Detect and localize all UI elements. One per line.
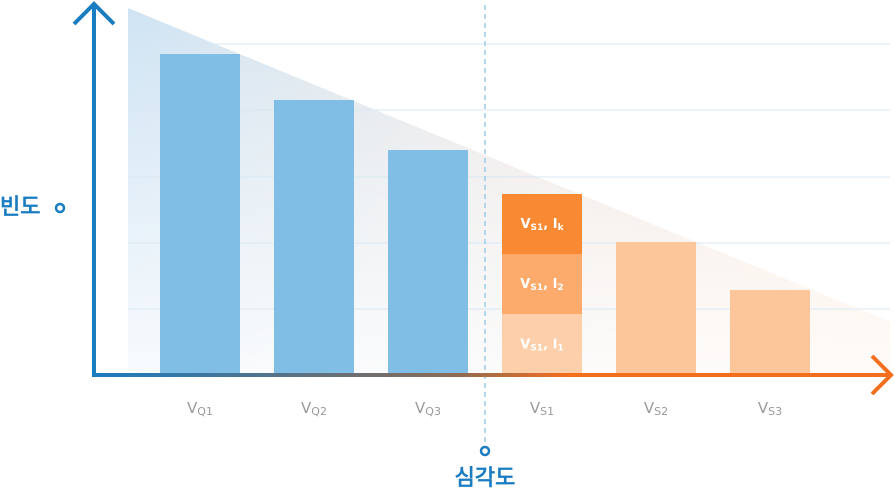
segment-label: VS1, I1 <box>520 337 563 353</box>
y-axis-label: 빈도 <box>0 195 40 220</box>
label-sub: S3 <box>768 405 782 418</box>
label-main: , I <box>543 217 557 232</box>
x-tick-label: VQ1 <box>187 399 213 419</box>
label-main: V <box>758 399 769 417</box>
bar <box>616 242 696 375</box>
label-main: , I <box>543 277 557 292</box>
label-main: V <box>415 399 426 417</box>
label-sub: Q1 <box>197 405 213 418</box>
label-sub: k <box>558 223 565 233</box>
label-sub: 2 <box>557 283 563 293</box>
label-main: V <box>187 399 198 417</box>
label-sub: S1 <box>530 343 543 353</box>
bar <box>160 54 240 375</box>
x-tick-label: VQ2 <box>301 399 327 419</box>
label-main: V <box>520 337 530 352</box>
bar-segment <box>502 314 582 375</box>
label-sub: S2 <box>654 405 668 418</box>
x-axis <box>92 373 888 377</box>
label-main: V <box>530 399 541 417</box>
bar-segment <box>502 194 582 254</box>
label-main: V <box>520 277 530 292</box>
bar <box>388 150 468 375</box>
label-sub: S1 <box>530 283 543 293</box>
x-tick-label: VQ3 <box>415 399 441 419</box>
x-tick-label: VS3 <box>758 399 782 419</box>
label-main: , I <box>543 337 557 352</box>
marker <box>479 445 491 457</box>
x-tick-label: VS1 <box>530 399 554 419</box>
bar <box>274 100 354 375</box>
bar <box>730 290 810 375</box>
label-sub: Q2 <box>311 405 327 418</box>
label-sub: Q3 <box>425 405 441 418</box>
y-arrow <box>72 1 116 26</box>
x-axis-label: 심각도 <box>455 466 516 491</box>
bar-segment <box>502 254 582 314</box>
label-sub: S1 <box>540 405 554 418</box>
marker <box>54 202 66 214</box>
segment-label: VS1, I2 <box>520 277 563 293</box>
label-sub: 1 <box>557 343 563 353</box>
label-main: V <box>520 217 530 232</box>
x-tick-label: VS2 <box>644 399 668 419</box>
label-main: V <box>301 399 312 417</box>
x-arrow <box>870 354 894 396</box>
label-main: V <box>644 399 655 417</box>
segment-label: VS1, Ik <box>520 217 564 233</box>
label-sub: S1 <box>531 223 544 233</box>
